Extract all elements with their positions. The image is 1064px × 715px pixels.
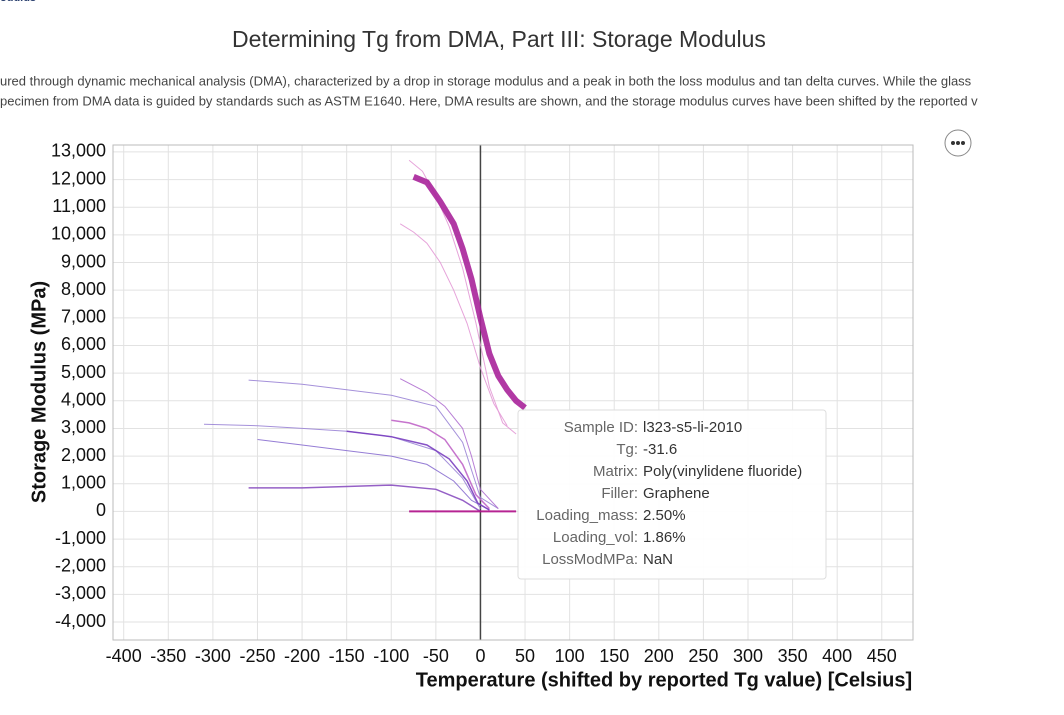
x-tick-label: -100: [373, 646, 409, 666]
y-tick-label: 8,000: [61, 279, 106, 299]
x-tick-label: 200: [644, 646, 674, 666]
x-tick-label: 400: [822, 646, 852, 666]
tooltip-key: Loading_mass:: [536, 507, 638, 524]
tooltip: Sample ID: l323-s5-li-2010 Tg: -31.6 Matrix:…: [517, 409, 827, 580]
y-tick-label: 7,000: [61, 307, 106, 327]
menu-dot: [951, 141, 955, 145]
y-tick-label: 9,000: [61, 251, 106, 271]
y-tick-label: 1,000: [61, 473, 106, 493]
y-tick-label: 3,000: [61, 417, 106, 437]
series-line: [391, 419, 490, 510]
series-line: [346, 430, 490, 511]
tooltip-value: 2.50%: [643, 507, 686, 524]
x-tick-label: 350: [778, 646, 808, 666]
series-line: [399, 378, 499, 509]
y-tick-label: 0: [96, 500, 106, 520]
tooltip-value: l323-s5-li-2010: [643, 419, 742, 436]
series-line: [399, 223, 508, 426]
y-tick-label: 4,000: [61, 390, 106, 410]
tooltip-key: Tg:: [616, 441, 638, 458]
x-tick-label: 250: [688, 646, 718, 666]
x-tick-label: -200: [284, 646, 320, 666]
series-line: [408, 159, 517, 435]
tooltip-value: NaN: [643, 551, 673, 568]
plot-frame: [112, 144, 914, 641]
description: ured through dynamic mechanical analysis…: [0, 73, 972, 88]
y-tick-label: 2,000: [61, 445, 106, 465]
y-tick-label: 6,000: [61, 334, 106, 354]
menu-dot: [956, 141, 960, 145]
y-axis-label: Storage Modulus (MPa): [28, 281, 50, 503]
y-tick-label: -2,000: [55, 555, 106, 575]
y-tick-label: 10,000: [51, 224, 106, 244]
x-tick-label: -50: [423, 646, 449, 666]
x-tick-label: 450: [867, 646, 897, 666]
x-tick-label: -300: [195, 646, 231, 666]
tooltip-box: [517, 409, 827, 580]
tooltip-key: Matrix:: [593, 463, 638, 480]
series-line: [412, 174, 527, 411]
y-tick-label: 11,000: [52, 196, 106, 216]
y-tick-label: 5,000: [61, 362, 106, 382]
y-tick-label: -1,000: [55, 528, 106, 548]
x-tick-label: 300: [733, 646, 763, 666]
tooltip-key: Filler:: [601, 485, 638, 502]
description: pecimen from DMA data is guided by stand…: [0, 93, 978, 108]
lines: [203, 159, 527, 513]
menu-button[interactable]: [944, 129, 972, 157]
chart-title: Determining Tg from DMA, Part III: Stora…: [232, 26, 766, 52]
series-line: [248, 379, 499, 510]
x-tick-label: -250: [239, 646, 275, 666]
y-tick-label: 13,000: [51, 141, 106, 161]
tooltip-key: Sample ID:: [564, 419, 638, 436]
x-tick-label: -350: [150, 646, 186, 666]
x-tick-label: 150: [599, 646, 629, 666]
tooltip-value: Graphene: [643, 485, 710, 502]
tooltip-value: Poly(vinylidene fluoride): [643, 463, 802, 480]
x-tick-label: -400: [106, 646, 142, 666]
x-axis-label: Temperature (shifted by reported Tg valu…: [416, 669, 912, 691]
x-tick-label: -150: [329, 646, 365, 666]
tooltip-key: LossModMPa:: [542, 551, 638, 568]
series-line: [203, 423, 481, 509]
y-tick-label: -4,000: [55, 611, 106, 631]
series-line: [248, 484, 481, 513]
y-tick-label: 12,000: [51, 168, 106, 188]
x-tick-label: 0: [475, 646, 485, 666]
x-tick-label: 100: [555, 646, 585, 666]
tooltip-value: -31.6: [643, 441, 677, 458]
menu-dot: [961, 141, 965, 145]
tooltip-key: Loading_vol:: [553, 529, 638, 546]
corner-text: odulus: [0, 0, 36, 4]
x-tick-label: 50: [515, 646, 535, 666]
series-line: [257, 439, 490, 511]
y-tick-label: -3,000: [55, 583, 106, 603]
tooltip-value: 1.86%: [643, 529, 686, 546]
